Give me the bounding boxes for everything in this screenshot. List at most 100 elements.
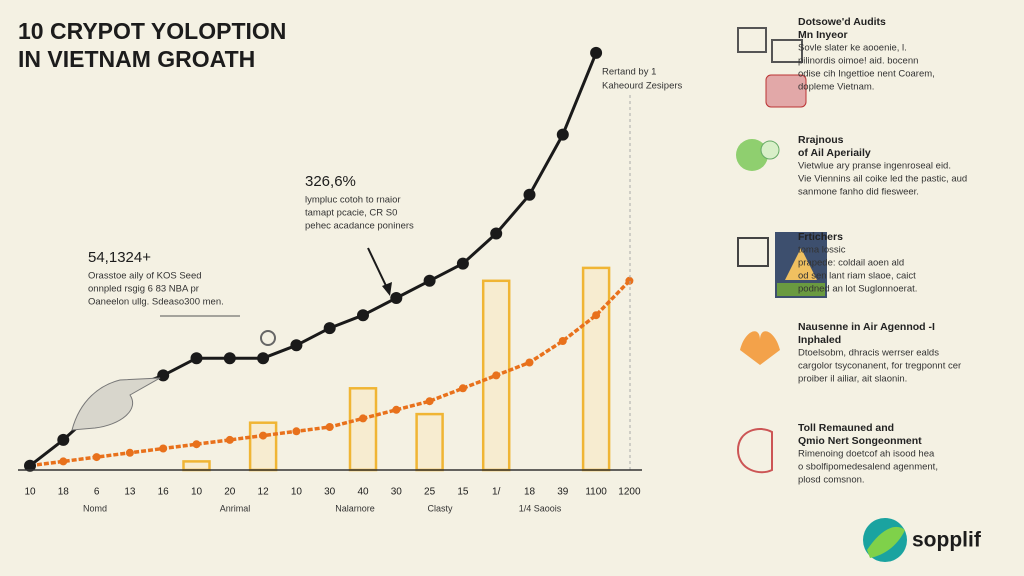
panel-item-text: proiber il ailiar, ait slaonin.: [798, 374, 907, 385]
x-tick-label: 15: [457, 487, 469, 498]
annotation-text: Kaheourd Zesipers: [602, 81, 683, 92]
x-tick-label: 39: [557, 487, 569, 498]
line-point: [423, 274, 436, 287]
line-point: [192, 440, 201, 449]
chart-title: 10 CRYPOT YOLOPTION: [18, 18, 286, 44]
line-point: [590, 46, 603, 59]
panel-item-title: Frtichers: [798, 231, 843, 243]
panel-item-text: Sovle slater ke aooenie, l.: [798, 43, 907, 54]
mascot-figure: [71, 377, 161, 431]
x-tick-label: 12: [258, 487, 270, 498]
icon: [785, 248, 817, 280]
panel-item-text: od sen lant riam slaoe, caict: [798, 271, 916, 282]
line-point: [125, 448, 134, 457]
line-point: [259, 431, 268, 440]
panel-icons: [736, 27, 827, 474]
panel-item-title: Dotsowe'd Audits: [798, 16, 886, 28]
x-tick-label: 1100: [585, 487, 607, 498]
line-point: [225, 435, 234, 444]
line-point: [592, 311, 601, 320]
line-point: [292, 427, 301, 436]
annotation-text: tamapt pcacie, CR S0: [305, 208, 397, 219]
chart-title: IN VIETNAM GROATH: [18, 46, 255, 72]
line-point: [490, 227, 503, 240]
bar: [348, 387, 378, 472]
line-point: [323, 322, 336, 335]
panel-item-text: pilinordis oimoe! aid. bocenn: [798, 56, 918, 67]
line-point: [392, 405, 401, 414]
line-point: [357, 309, 369, 322]
annotation-text: Oaneelon ullg. Sdeaso300 men.: [88, 297, 224, 308]
line-point: [525, 358, 534, 367]
icon: [736, 139, 768, 171]
annotation-text: onnpled rsgig 6 83 NBA pr: [88, 284, 199, 295]
annotation-text: lympluc cotoh to rnaior: [305, 195, 401, 206]
panel-item-text: prapede: coldail aoen ald: [798, 258, 904, 269]
icon: [760, 140, 780, 160]
line-point: [223, 352, 236, 365]
line-point: [456, 257, 469, 270]
x-tick-label: 40: [357, 487, 369, 498]
x-tick-label: 10: [291, 487, 303, 498]
bar: [182, 460, 211, 472]
curl-icon: [260, 330, 276, 346]
line-point: [492, 371, 501, 380]
icon: [740, 331, 780, 365]
line-point: [92, 453, 101, 462]
annotation-text: Orasstoe aily of KOS Seed: [88, 271, 202, 282]
panel-item-text: o sbolfipomedesalend agenment,: [798, 462, 938, 473]
line-point: [556, 128, 569, 141]
annotation-heading: Rertand by 1: [602, 67, 656, 78]
x-tick-label: 16: [158, 487, 170, 498]
logo-text: sopplif: [912, 529, 982, 552]
x-group-label: Nalarnore: [335, 503, 375, 513]
x-tick-label: 25: [424, 487, 436, 498]
x-tick-label: 13: [124, 487, 136, 498]
x-tick-label: 30: [391, 487, 403, 498]
line-point: [325, 423, 334, 431]
arrow: [367, 247, 389, 291]
line-point: [523, 188, 536, 201]
panel-item-title: of Ail Aperiaily: [798, 147, 871, 159]
x-tick-label: 1200: [618, 487, 641, 498]
x-tick-label: 1/: [492, 487, 501, 498]
panel-item-text: Rimenoing doetcof ah isood hea: [798, 449, 935, 460]
icon: [771, 39, 803, 63]
x-tick-label: 30: [324, 487, 336, 498]
panel-item-text: plosd comsnon.: [798, 475, 865, 486]
x-tick-label: 20: [224, 487, 236, 498]
panel-item-text: sanmone fanho did fiesweer.: [798, 187, 919, 198]
x-tick-label: 10: [191, 487, 203, 498]
icon: [737, 237, 769, 267]
line-point: [159, 444, 168, 453]
panel-item-text: toma lossic: [798, 245, 846, 256]
icon: [777, 283, 825, 296]
bar: [415, 412, 444, 472]
annotation-heading: 54,1324+: [88, 249, 151, 266]
panel-item-text: podned an lot Suglonnoerat.: [798, 284, 917, 295]
line-point: [625, 276, 634, 285]
x-tick-label: 18: [524, 487, 536, 498]
line-point: [390, 292, 403, 304]
annotation-heading: 326,6%: [305, 173, 356, 190]
x-group-label: Nomd: [83, 503, 107, 513]
panel-item-title: Inphaled: [798, 334, 841, 346]
panel-item-text: Vie Viennins ail coike led the pastic, a…: [798, 174, 967, 185]
line-point: [359, 414, 367, 423]
annotation-text: pehec acadance poniners: [305, 221, 414, 232]
line-point: [558, 337, 567, 345]
line-point: [157, 369, 170, 382]
x-tick-label: 10: [24, 487, 36, 498]
line-point: [425, 397, 434, 406]
line-point: [24, 459, 36, 472]
panel-item-title: Qmio Nert Songeonment: [798, 435, 922, 447]
line-point: [59, 457, 68, 466]
panel-item-text: odise cih Ingettioe nent Coarem,: [798, 69, 935, 80]
panel-item-text: Dtoelsobm, dhracis werrser ealds: [798, 348, 939, 359]
x-tick-label: 18: [58, 487, 70, 498]
line-point: [458, 384, 467, 393]
line-point: [190, 352, 203, 365]
panel-item-title: Nausenne in Air Agennod -I: [798, 321, 935, 333]
